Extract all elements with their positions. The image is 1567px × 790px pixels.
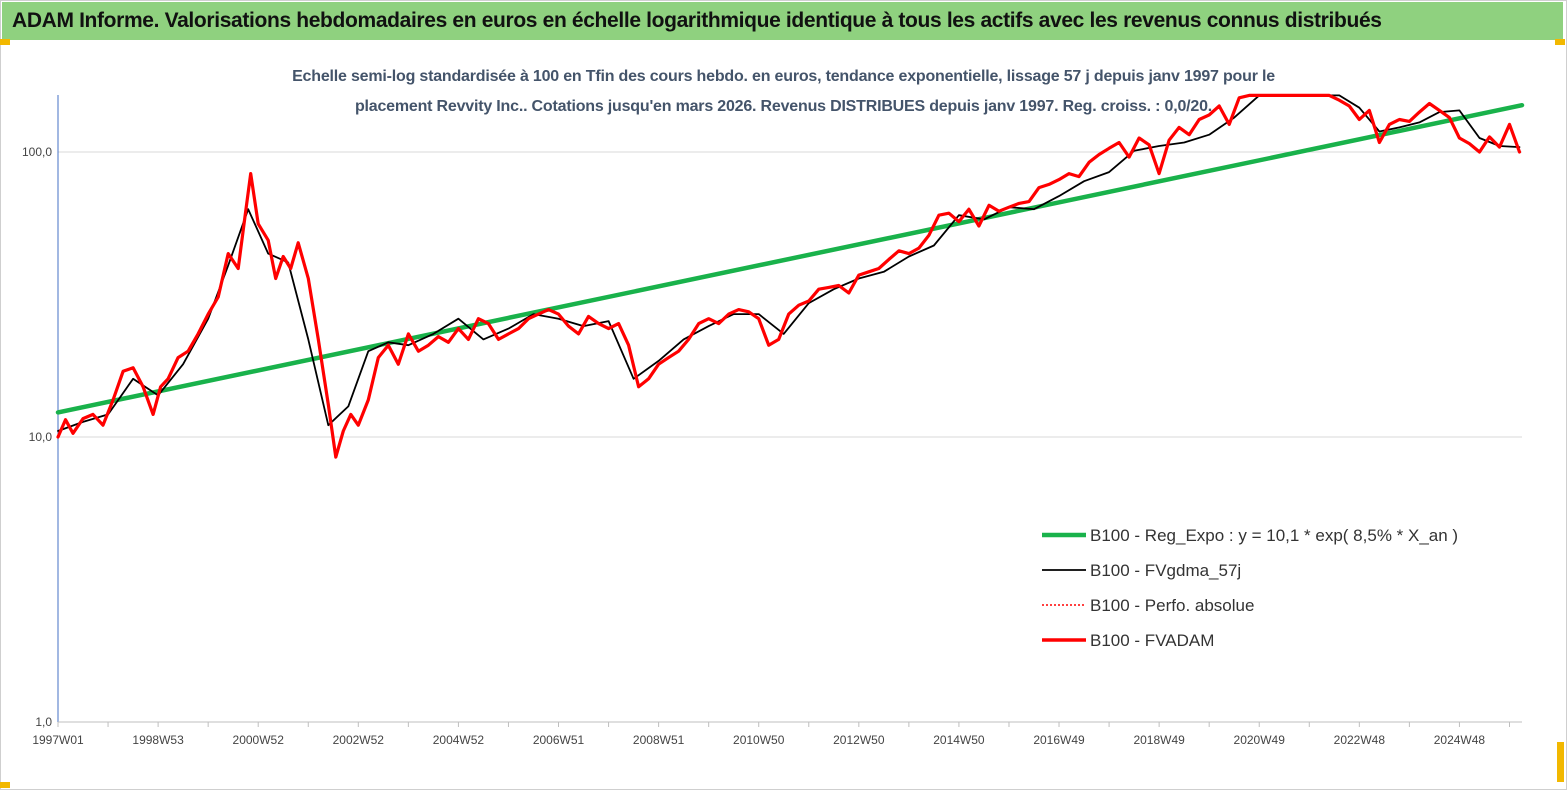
x-tick-label-10: 2016W49 (1033, 733, 1085, 747)
x-tick-label-9: 2014W50 (933, 733, 985, 747)
x-tick-label-13: 2022W48 (1334, 733, 1386, 747)
series-lines (55, 93, 1525, 459)
legend-label-reg-expo: B100 - Reg_Expo : y = 10,1 * exp( 8,5% *… (1090, 526, 1458, 545)
x-tick-label-2: 2000W52 (233, 733, 285, 747)
corner-marker-top-right (1555, 39, 1565, 45)
x-tick-label-8: 2012W50 (833, 733, 885, 747)
x-tick-label-14: 2024W48 (1434, 733, 1486, 747)
series-fvadam (56, 93, 1522, 459)
x-tick-label-12: 2020W49 (1234, 733, 1286, 747)
x-tick-label-11: 2018W49 (1133, 733, 1185, 747)
legend-label-perfo: B100 - Perfo. absolue (1090, 596, 1254, 615)
y-tick-label-2: 100,0 (22, 145, 52, 159)
legend: B100 - Reg_Expo : y = 10,1 * exp( 8,5% *… (1042, 526, 1458, 650)
grid-lines (58, 151, 1522, 723)
axes: 1,0 10,0 100,0 1997W01 1998W53 2000W52 2002W52… (22, 95, 1522, 747)
series-reg-expo (55, 102, 1525, 415)
corner-marker-bottom-right (1557, 742, 1564, 782)
series-fvgdma (57, 94, 1521, 432)
legend-label-fvgdma: B100 - FVgdma_57j (1090, 561, 1241, 580)
banner-title: ADAM Informe. Valorisations hebdomadaire… (12, 9, 1382, 32)
chart-title-line2: placement Revvity Inc.. Cotations jusqu'… (354, 98, 1213, 115)
x-tick-label-6: 2008W51 (633, 733, 685, 747)
x-tick-label-5: 2006W51 (533, 733, 585, 747)
x-tick-label-3: 2002W52 (333, 733, 385, 747)
x-tick-label-4: 2004W52 (433, 733, 485, 747)
x-tick-label-7: 2010W50 (733, 733, 785, 747)
y-tick-label-1: 10,0 (29, 430, 53, 444)
corner-marker-bottom-left (0, 782, 10, 788)
x-tick-label-1: 1998W53 (132, 733, 184, 747)
title-banner: ADAM Informe. Valorisations hebdomadaire… (2, 2, 1563, 40)
chart-title-line1: Echelle semi-log standardisée à 100 en T… (292, 68, 1275, 85)
y-tick-label-0: 1,0 (35, 715, 52, 729)
x-tick-label-0: 1997W01 (32, 733, 84, 747)
legend-label-fvadam: B100 - FVADAM (1090, 631, 1214, 650)
corner-marker-top-left (0, 39, 10, 45)
